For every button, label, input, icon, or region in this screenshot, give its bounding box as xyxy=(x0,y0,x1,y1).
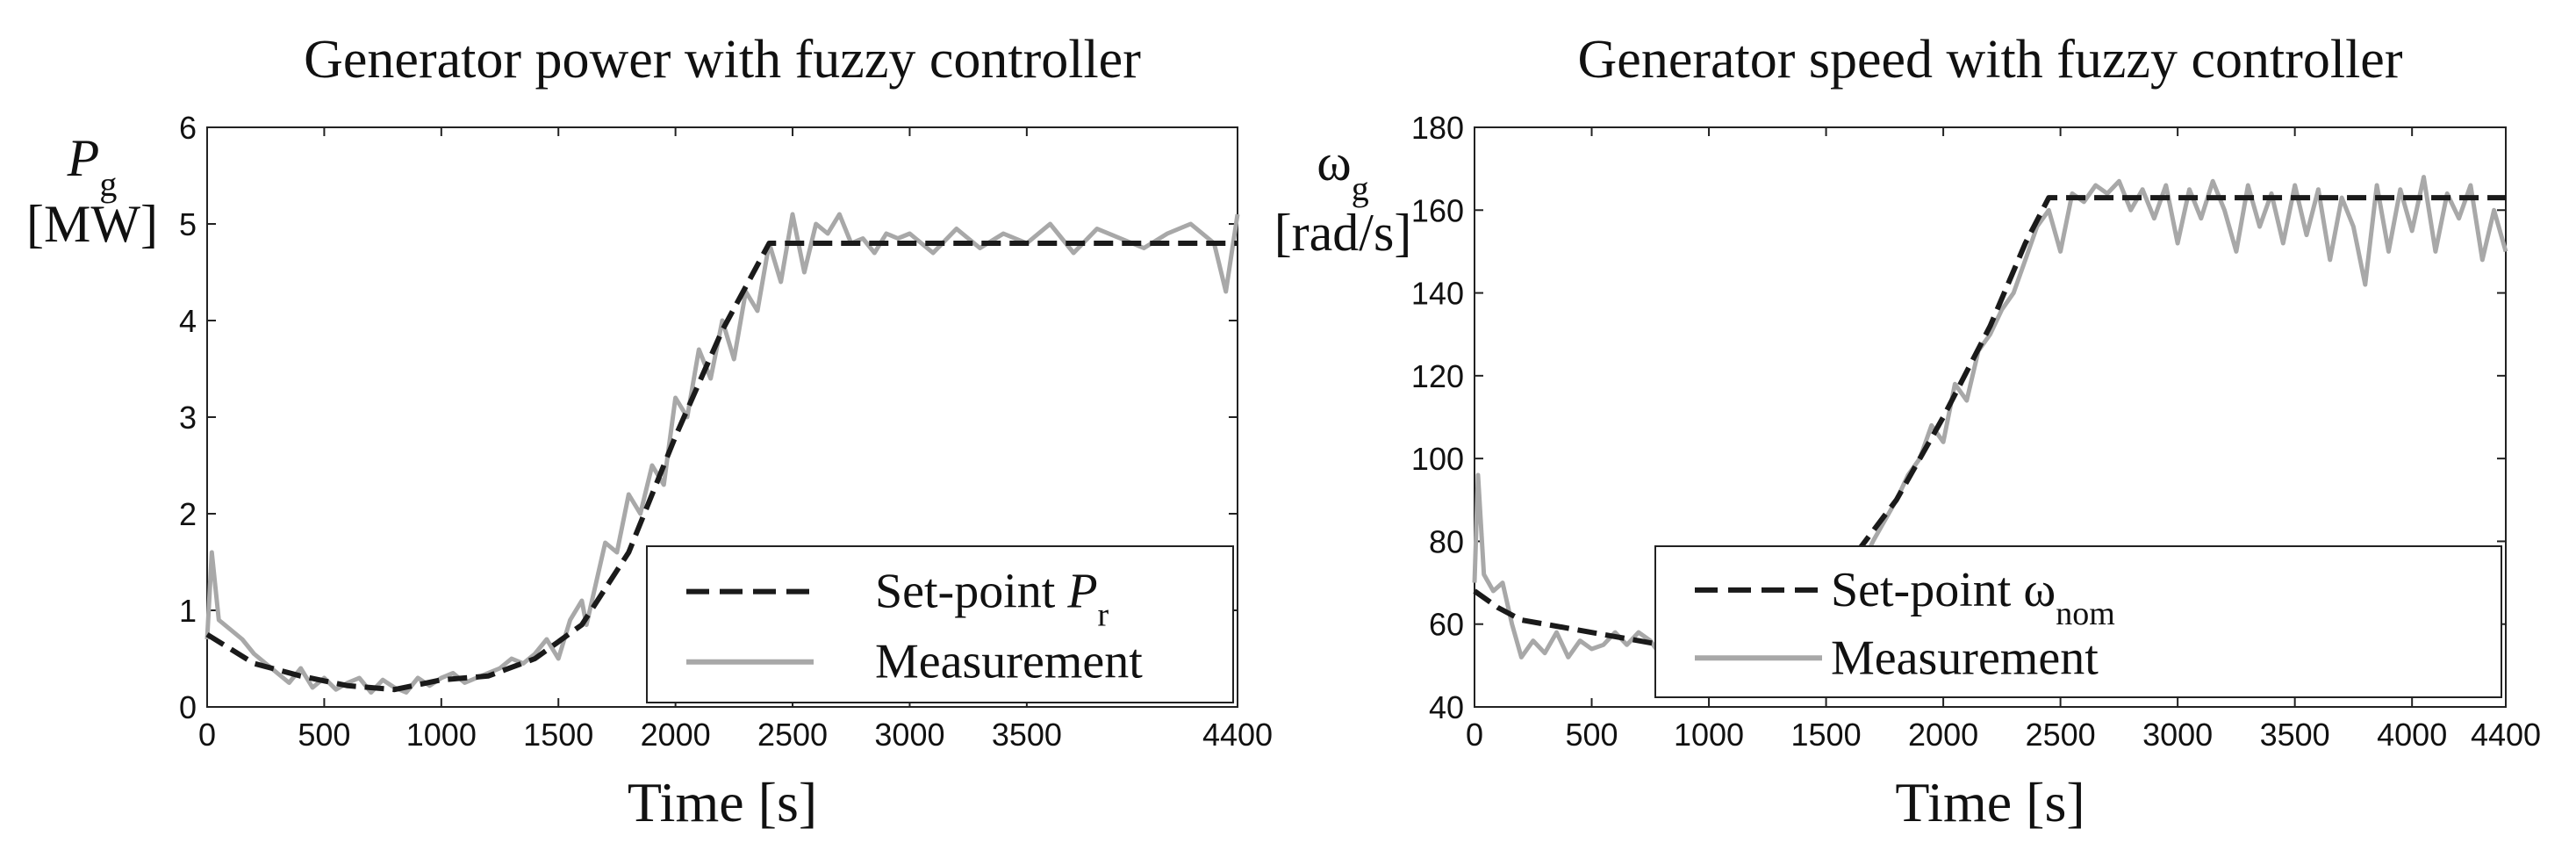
chart-title: Generator power with fuzzy controller xyxy=(304,30,1141,90)
y-axis: 40 60 80 100 120 140 160 180 xyxy=(1411,110,2506,725)
x-tick-label: 2500 xyxy=(757,717,828,753)
y-tick-label: 4 xyxy=(179,303,197,339)
x-axis-label: Time [s] xyxy=(628,771,817,833)
y-axis-symbol-sub: g xyxy=(1352,169,1369,208)
y-tick-label: 6 xyxy=(179,110,197,146)
y-tick-label: 120 xyxy=(1411,358,1464,394)
x-tick-label: 1000 xyxy=(406,717,477,753)
x-tick-label: 3000 xyxy=(2142,717,2213,753)
legend-box xyxy=(646,545,1234,703)
x-tick-label: 1500 xyxy=(1791,717,1862,753)
x-axis-label: Time [s] xyxy=(1895,771,2084,833)
y-axis-symbol: Pg xyxy=(67,129,118,204)
legend-label-measurement: Measurement xyxy=(1831,631,2099,685)
legend-label-setpoint: Set-point ωnom xyxy=(1831,563,2115,632)
y-tick-label: 5 xyxy=(179,206,197,242)
legend-setpoint-sub: r xyxy=(1098,597,1109,634)
legend-setpoint-symbol: P xyxy=(1066,565,1097,619)
x-tick-label: 500 xyxy=(298,717,350,753)
x-tick-label: 500 xyxy=(1565,717,1618,753)
chart-title: Generator speed with fuzzy controller xyxy=(1578,30,2403,90)
y-tick-label: 0 xyxy=(179,689,197,725)
x-tick-label: 4400 xyxy=(2471,717,2541,753)
legend: Set-point ωnom Measurement xyxy=(1654,545,2502,698)
y-tick-label: 3 xyxy=(179,400,197,436)
legend-setpoint-symbol: ω xyxy=(2023,563,2056,617)
series-group xyxy=(205,212,1240,695)
series-line-setpoint xyxy=(205,241,1238,693)
x-tick-label: 4400 xyxy=(1202,717,1273,753)
power-chart: Generator power with fuzzy controller 0 5… xyxy=(26,30,1273,833)
y-tick-label: 180 xyxy=(1411,110,1464,146)
y-tick-label: 80 xyxy=(1429,523,1464,559)
x-axis: 0 500 1000 1500 2000 2500 3000 3500 4400 xyxy=(198,127,1273,753)
legend-label-setpoint: Set-point Pr xyxy=(875,565,1109,634)
legend: Set-point Pr Measurement xyxy=(646,545,1234,703)
y-tick-label: 40 xyxy=(1429,689,1464,725)
y-axis-unit: [MW] xyxy=(26,195,158,253)
y-tick-label: 160 xyxy=(1411,192,1464,228)
x-tick-label: 3000 xyxy=(874,717,944,753)
x-tick-label: 1500 xyxy=(523,717,593,753)
x-tick-label: 4000 xyxy=(2377,717,2447,753)
x-tick-label: 2500 xyxy=(2026,717,2096,753)
y-axis: 0 1 2 3 4 5 6 xyxy=(179,110,1238,725)
legend-label-measurement: Measurement xyxy=(875,635,1143,689)
y-tick-label: 100 xyxy=(1411,441,1464,477)
speed-chart: Generator speed with fuzzy controller 0 5… xyxy=(1274,30,2541,833)
x-tick-label: 2000 xyxy=(1908,717,1978,753)
x-axis: 0 500 1000 1500 2000 2500 3000 3500 4000 4400 xyxy=(1466,127,2541,753)
x-tick-label: 3500 xyxy=(2260,717,2330,753)
legend-box xyxy=(1654,545,2502,698)
x-tick-label: 2000 xyxy=(641,717,711,753)
y-tick-label: 60 xyxy=(1429,607,1464,643)
y-axis-symbol: ωg xyxy=(1317,133,1369,208)
x-tick-label: 0 xyxy=(198,717,216,753)
y-axis-symbol-sub: g xyxy=(99,164,117,204)
y-axis-unit: [rad/s] xyxy=(1274,204,1412,262)
y-axis-symbol-main: P xyxy=(67,129,100,187)
x-tick-label: 1000 xyxy=(1674,717,1744,753)
x-tick-label: 0 xyxy=(1466,717,1483,753)
y-axis-symbol-main: ω xyxy=(1317,133,1352,191)
legend-setpoint-prefix: Set-point xyxy=(875,565,1067,619)
y-tick-label: 1 xyxy=(179,593,197,629)
y-tick-label: 2 xyxy=(179,496,197,532)
legend-setpoint-prefix: Set-point xyxy=(1831,563,2023,617)
y-tick-label: 140 xyxy=(1411,276,1464,312)
x-tick-label: 3500 xyxy=(992,717,1062,753)
legend-setpoint-sub: nom xyxy=(2056,595,2115,632)
